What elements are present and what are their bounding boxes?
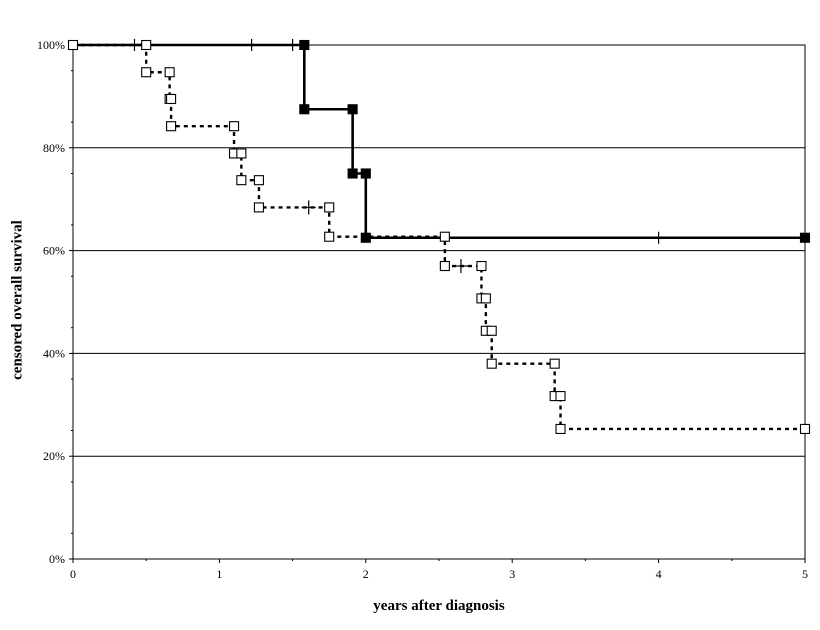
open-square-marker xyxy=(486,358,497,369)
series-lines xyxy=(73,43,805,431)
y-axis-label: censored overall survival xyxy=(9,220,26,380)
open-square-marker xyxy=(253,175,264,186)
y-tick-label: 0% xyxy=(49,552,65,566)
series-1-line xyxy=(73,43,805,240)
gridlines xyxy=(73,147,805,457)
open-square-marker xyxy=(476,260,487,272)
plot-area-frame xyxy=(72,44,806,560)
open-square-marker xyxy=(164,67,175,78)
filled-square-marker xyxy=(299,39,310,51)
x-tick-label: 1 xyxy=(216,567,222,581)
series-markers xyxy=(67,39,811,435)
open-square-marker xyxy=(480,293,491,304)
x-tick-label: 5 xyxy=(802,567,808,581)
open-square-marker xyxy=(439,260,450,272)
open-square-marker xyxy=(799,423,811,435)
x-tick-label: 3 xyxy=(509,567,515,581)
open-square-marker xyxy=(324,202,335,213)
x-tick-label: 4 xyxy=(656,567,662,581)
filled-square-marker xyxy=(360,232,371,243)
open-square-marker xyxy=(555,391,566,402)
open-square-marker xyxy=(324,231,335,242)
axis-ticks: 0% 20% 40% 60% 80% 100% 0 1 2 3 4 5 xyxy=(37,38,808,581)
x-axis-label: years after diagnosis xyxy=(373,598,505,614)
filled-square-marker xyxy=(347,168,358,179)
open-square-marker xyxy=(166,121,177,132)
open-square-marker xyxy=(549,358,560,369)
open-square-marker xyxy=(486,325,497,336)
filled-square-marker xyxy=(360,168,371,179)
open-square-marker xyxy=(555,423,566,435)
y-tick-label: 60% xyxy=(43,244,65,258)
open-square-marker xyxy=(166,93,177,105)
open-square-marker xyxy=(236,175,247,186)
open-square-marker xyxy=(253,202,264,213)
x-tick-label: 0 xyxy=(70,567,76,581)
filled-square-marker xyxy=(347,104,358,115)
filled-square-marker xyxy=(299,104,310,115)
y-tick-label: 20% xyxy=(43,449,65,463)
y-tick-label: 80% xyxy=(43,141,65,155)
x-tick-label: 2 xyxy=(363,567,369,581)
filled-square-marker xyxy=(799,232,811,243)
open-square-marker xyxy=(439,231,450,242)
open-square-marker xyxy=(141,67,152,78)
open-square-marker xyxy=(67,39,79,51)
y-tick-label: 40% xyxy=(43,346,65,360)
open-square-marker xyxy=(228,121,240,132)
open-square-marker xyxy=(236,148,247,159)
y-tick-label: 100% xyxy=(37,38,65,52)
open-square-marker xyxy=(141,39,152,51)
